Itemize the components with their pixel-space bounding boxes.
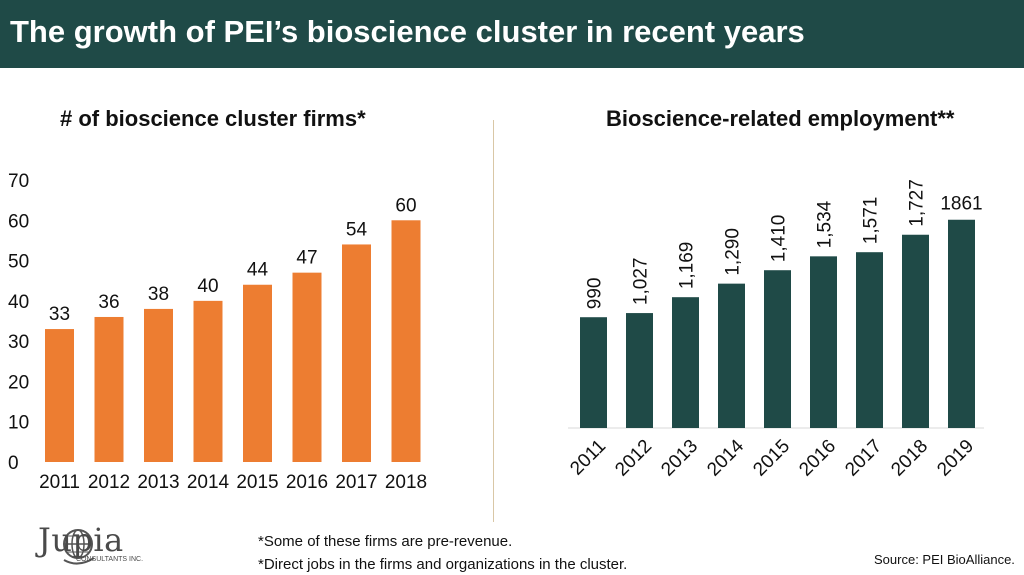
firms-x-tick-label: 2017 bbox=[335, 472, 377, 493]
firms-y-tick-label: 70 bbox=[8, 171, 29, 192]
firms-x-tick-label: 2013 bbox=[137, 472, 179, 493]
firms-data-label: 54 bbox=[346, 219, 368, 240]
source-note: Source: PEI BioAlliance. bbox=[874, 552, 1015, 567]
firms-x-tick-label: 2011 bbox=[39, 472, 80, 493]
employment-x-tick-label: 2014 bbox=[703, 435, 748, 480]
firms-x-tick-label: 2018 bbox=[385, 472, 427, 493]
employment-bar bbox=[718, 283, 745, 428]
divider bbox=[493, 120, 494, 522]
firms-data-label: 47 bbox=[296, 248, 317, 269]
employment-chart-title: Bioscience-related employment** bbox=[606, 106, 955, 131]
employment-data-label: 1,169 bbox=[677, 242, 698, 290]
employment-bar bbox=[580, 317, 607, 428]
title-bar: The growth of PEI’s bioscience cluster i… bbox=[0, 0, 1024, 68]
firms-data-label: 40 bbox=[197, 276, 218, 297]
footnote-2: *Direct jobs in the firms and organizati… bbox=[258, 556, 628, 573]
firms-bar bbox=[391, 220, 421, 462]
firms-bar bbox=[342, 244, 371, 462]
firms-data-label: 44 bbox=[247, 260, 269, 281]
employment-bar-chart: 990 2011 1,027 2012 1,169 2013 1,290 2014 1,410 2… bbox=[566, 179, 984, 481]
employment-bar bbox=[902, 234, 929, 428]
firms-bar bbox=[292, 272, 322, 462]
employment-data-label: 1861 bbox=[940, 194, 982, 215]
employment-x-tick-label: 2016 bbox=[795, 436, 840, 481]
firms-x-tick-label: 2015 bbox=[236, 472, 278, 493]
firms-bar bbox=[193, 300, 223, 462]
firms-x-tick-label: 2012 bbox=[88, 472, 130, 493]
employment-x-tick-label: 2015 bbox=[749, 436, 794, 481]
firms-data-label: 33 bbox=[49, 304, 70, 325]
employment-x-tick-label: 2018 bbox=[887, 436, 932, 481]
firms-y-tick-label: 10 bbox=[8, 413, 29, 434]
employment-data-label: 1,534 bbox=[815, 200, 836, 248]
employment-x-tick-label: 2012 bbox=[611, 436, 656, 481]
firms-y-tick-label: 50 bbox=[8, 252, 29, 273]
firms-bar bbox=[45, 329, 74, 462]
employment-data-label: 990 bbox=[585, 278, 606, 310]
page-title: The growth of PEI’s bioscience cluster i… bbox=[10, 14, 805, 49]
employment-bar bbox=[764, 270, 791, 428]
firms-x-tick-label: 2014 bbox=[187, 472, 230, 493]
employment-data-label: 1,727 bbox=[907, 179, 928, 227]
firms-data-label: 36 bbox=[98, 292, 119, 313]
firms-bar bbox=[94, 316, 124, 462]
firms-bar-chart: 0 10 20 30 40 50 60 70 33 2011 36 2012 38 2013 40 2014 4… bbox=[8, 171, 427, 493]
employment-bar bbox=[810, 256, 837, 428]
logo-subtitle: CONSULTANTS INC. bbox=[76, 556, 144, 563]
employment-x-tick-label: 2017 bbox=[841, 436, 886, 481]
firms-bar bbox=[243, 284, 272, 462]
firms-y-tick-label: 0 bbox=[8, 453, 19, 474]
footnote-1: *Some of these firms are pre-revenue. bbox=[258, 533, 513, 550]
logo-wordmark: Jupia bbox=[38, 521, 124, 559]
employment-data-label: 1,410 bbox=[769, 215, 790, 263]
employment-bar bbox=[672, 297, 699, 428]
firms-y-tick-label: 40 bbox=[8, 292, 29, 313]
employment-bar bbox=[856, 252, 883, 428]
firms-y-tick-label: 20 bbox=[8, 372, 29, 393]
firms-x-tick-label: 2016 bbox=[286, 472, 328, 493]
firms-data-label: 38 bbox=[148, 284, 169, 305]
employment-data-label: 1,027 bbox=[631, 258, 652, 306]
firms-bar bbox=[144, 308, 173, 462]
employment-data-label: 1,290 bbox=[723, 228, 744, 276]
employment-x-tick-label: 2019 bbox=[933, 436, 978, 481]
employment-data-label: 1,571 bbox=[861, 197, 882, 245]
firms-y-tick-label: 30 bbox=[8, 332, 29, 353]
firms-y-tick-label: 60 bbox=[8, 211, 29, 232]
employment-bar bbox=[948, 219, 975, 428]
employment-x-tick-label: 2013 bbox=[657, 436, 702, 481]
employment-x-tick-label: 2011 bbox=[566, 436, 610, 480]
firms-chart-title: # of bioscience cluster firms* bbox=[60, 106, 366, 131]
globe-icon bbox=[63, 529, 95, 565]
firms-data-label: 60 bbox=[395, 195, 416, 216]
employment-bar bbox=[626, 313, 653, 428]
